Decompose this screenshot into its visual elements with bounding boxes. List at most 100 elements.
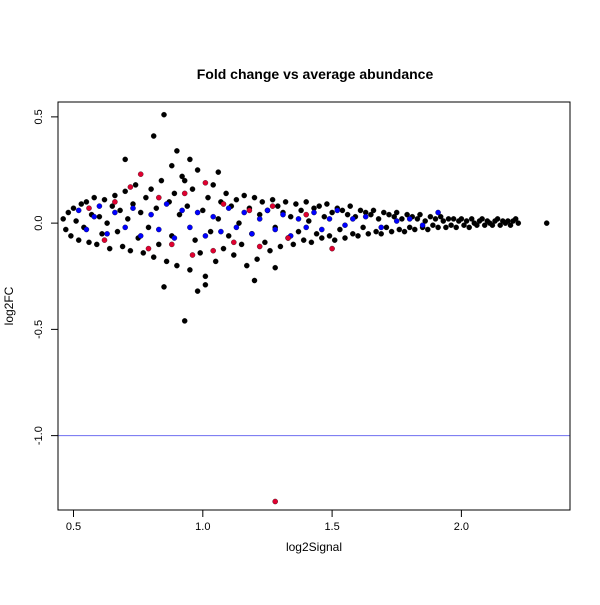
- data-point: [210, 182, 216, 188]
- data-point: [272, 264, 278, 271]
- data-point: [321, 213, 328, 220]
- data-point: [194, 167, 201, 173]
- data-point: [417, 211, 423, 218]
- data-point: [127, 184, 134, 190]
- data-point: [319, 226, 325, 233]
- data-point: [393, 209, 400, 216]
- data-point: [192, 237, 198, 243]
- data-point: [210, 247, 216, 254]
- data-point: [277, 243, 284, 250]
- data-point: [362, 213, 369, 220]
- data-point: [308, 239, 315, 246]
- data-point: [112, 209, 118, 216]
- data-point: [187, 267, 193, 273]
- data-point: [350, 231, 356, 237]
- data-point: [244, 262, 250, 269]
- data-point: [140, 250, 147, 256]
- data-point: [388, 228, 395, 235]
- data-point: [96, 213, 103, 220]
- data-point: [181, 190, 188, 197]
- data-point: [114, 228, 121, 235]
- data-point: [200, 207, 206, 214]
- data-point: [220, 245, 227, 252]
- data-point: [101, 237, 108, 243]
- data-point: [466, 224, 472, 231]
- data-point: [127, 247, 134, 254]
- data-point: [295, 228, 302, 235]
- data-point: [238, 241, 245, 248]
- data-point: [285, 235, 291, 241]
- data-point: [342, 235, 348, 241]
- data-point: [156, 226, 162, 233]
- data-point: [458, 216, 465, 222]
- data-point: [329, 245, 335, 252]
- data-point: [241, 192, 247, 199]
- x-axis-label: log2Signal: [286, 540, 342, 554]
- y-axis-label: log2FC: [2, 286, 16, 325]
- data-point: [179, 207, 185, 214]
- data-point: [347, 203, 353, 209]
- data-point: [91, 194, 97, 201]
- data-point: [194, 209, 201, 216]
- data-point: [148, 211, 154, 218]
- data-point: [176, 211, 183, 218]
- data-point: [122, 156, 128, 163]
- data-point: [86, 205, 92, 211]
- data-point: [269, 203, 276, 209]
- data-point: [65, 209, 72, 216]
- data-point: [104, 220, 110, 226]
- data-point: [489, 222, 496, 228]
- data-point: [311, 209, 317, 216]
- data-point: [251, 194, 258, 201]
- data-point: [399, 216, 405, 222]
- data-point: [319, 235, 325, 241]
- data-point: [91, 213, 97, 220]
- x-tick-label: 0.5: [66, 521, 81, 533]
- data-point: [169, 241, 175, 248]
- data-point: [396, 226, 403, 233]
- data-point: [262, 239, 268, 246]
- data-point: [210, 213, 216, 220]
- data-point: [425, 226, 431, 233]
- data-point: [445, 216, 452, 222]
- data-point: [334, 207, 341, 214]
- data-point: [280, 211, 286, 218]
- data-point: [256, 243, 263, 250]
- data-point: [355, 233, 361, 239]
- data-point: [106, 245, 113, 252]
- data-point: [272, 498, 278, 505]
- data-point: [269, 196, 276, 203]
- data-point: [179, 173, 185, 180]
- data-point: [78, 201, 85, 207]
- y-tick-label: 0.5: [33, 109, 45, 124]
- data-point: [342, 222, 348, 228]
- x-tick-label: 1.0: [195, 521, 210, 533]
- data-point: [383, 224, 390, 231]
- data-point: [75, 237, 82, 243]
- data-point: [373, 228, 379, 235]
- data-point: [378, 224, 384, 231]
- data-point: [448, 222, 454, 228]
- data-point: [406, 224, 413, 231]
- data-point: [130, 205, 136, 211]
- data-point: [443, 224, 449, 231]
- data-point: [122, 188, 128, 195]
- data-point: [161, 111, 167, 118]
- data-point: [264, 207, 271, 214]
- data-point: [125, 216, 131, 222]
- data-point: [254, 256, 260, 262]
- data-point: [295, 216, 302, 222]
- data-point: [435, 209, 441, 216]
- data-point: [287, 213, 294, 220]
- data-point: [331, 237, 338, 243]
- data-point: [368, 211, 374, 218]
- data-point: [145, 245, 152, 252]
- data-point: [145, 224, 152, 231]
- data-point: [497, 222, 503, 228]
- data-point: [290, 241, 297, 248]
- data-point: [220, 201, 227, 207]
- data-point: [150, 133, 157, 139]
- data-point: [427, 213, 434, 220]
